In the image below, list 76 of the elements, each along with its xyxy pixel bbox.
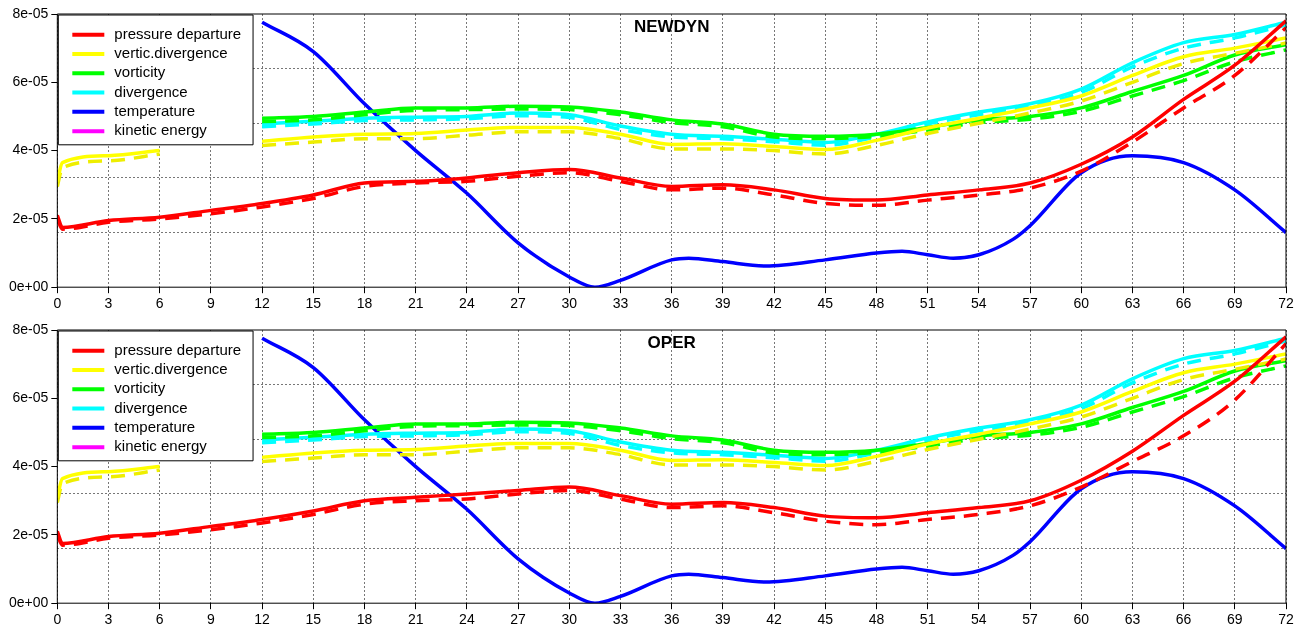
y-tick-label: 6e-05 — [12, 389, 49, 406]
x-tick-label: 24 — [459, 295, 475, 312]
x-tick-label: 45 — [817, 295, 834, 312]
x-tick-label: 12 — [254, 295, 271, 312]
x-tick-label: 15 — [305, 295, 322, 312]
legend-label: vorticity — [114, 63, 166, 81]
x-tick-label: 39 — [715, 295, 731, 312]
x-tick-label: 72 — [1278, 295, 1294, 312]
x-tick-label: 18 — [356, 611, 373, 628]
line-series — [260, 336, 1286, 604]
x-tick-label: 60 — [1073, 611, 1090, 628]
x-tick-label: 9 — [207, 611, 216, 628]
x-tick-label: 48 — [868, 611, 885, 628]
chart-title: NEWDYN — [633, 17, 710, 37]
x-tick-label: 15 — [305, 611, 322, 628]
x-tick-label: 57 — [1022, 611, 1039, 628]
y-tick-label: 0e+00 — [8, 594, 49, 611]
x-tick-label: 3 — [104, 611, 113, 628]
legend-label: temperature — [114, 417, 196, 435]
x-tick-label: 33 — [612, 611, 629, 628]
y-tick-label: 8e-05 — [12, 4, 49, 21]
x-tick-label: 66 — [1175, 611, 1192, 628]
y-tick-label: 4e-05 — [12, 141, 49, 158]
x-tick-label: 3 — [104, 295, 113, 312]
line-series — [260, 20, 1286, 288]
legend-label: divergence — [114, 398, 188, 416]
y-tick-label: 2e-05 — [12, 209, 49, 226]
x-tick-label: 54 — [971, 295, 987, 312]
y-tick-label: 0e+00 — [8, 278, 49, 295]
x-tick-label: 27 — [510, 295, 527, 312]
legend-label: pressure departure — [114, 340, 242, 358]
x-tick-label: 69 — [1227, 611, 1243, 628]
x-tick-label: 51 — [919, 295, 936, 312]
chart-title: OPER — [647, 333, 696, 353]
x-tick-label: 6 — [155, 295, 164, 312]
y-tick-label: 2e-05 — [12, 525, 49, 542]
x-tick-label: 30 — [561, 611, 578, 628]
x-tick-label: 57 — [1022, 295, 1039, 312]
x-tick-label: 30 — [561, 295, 578, 312]
x-tick-label: 42 — [766, 295, 783, 312]
x-tick-label: 54 — [971, 611, 987, 628]
x-tick-label: 6 — [155, 611, 164, 628]
legend-label: vorticity — [114, 379, 166, 397]
y-tick-label: 6e-05 — [12, 73, 49, 90]
x-tick-label: 63 — [1124, 611, 1141, 628]
x-tick-label: 63 — [1124, 295, 1141, 312]
x-tick-label: 36 — [663, 295, 680, 312]
x-tick-label: 21 — [407, 295, 424, 312]
x-tick-label: 24 — [459, 611, 475, 628]
legend-label: pressure departure — [114, 24, 242, 42]
x-tick-label: 51 — [919, 611, 936, 628]
legend-label: kinetic energy — [114, 121, 208, 139]
x-tick-label: 66 — [1175, 295, 1192, 312]
legend-label: kinetic energy — [114, 437, 208, 455]
x-tick-label: 0 — [53, 611, 62, 628]
x-tick-label: 27 — [510, 611, 527, 628]
x-tick-label: 33 — [612, 295, 629, 312]
legend-label: divergence — [114, 82, 188, 100]
legend-label: vertic.divergence — [114, 360, 228, 378]
x-tick-label: 69 — [1227, 295, 1243, 312]
x-tick-label: 45 — [817, 611, 834, 628]
x-tick-label: 0 — [53, 295, 62, 312]
x-tick-label: 48 — [868, 295, 885, 312]
x-tick-label: 60 — [1073, 295, 1090, 312]
legend-label: temperature — [114, 101, 196, 119]
x-tick-label: 39 — [715, 611, 731, 628]
x-tick-label: 9 — [207, 295, 216, 312]
legend-label: vertic.divergence — [114, 44, 228, 62]
x-tick-label: 42 — [766, 611, 783, 628]
x-tick-label: 72 — [1278, 611, 1294, 628]
x-tick-label: 12 — [254, 611, 271, 628]
x-tick-label: 36 — [663, 611, 680, 628]
x-tick-label: 18 — [356, 295, 373, 312]
y-tick-label: 4e-05 — [12, 457, 49, 474]
y-tick-label: 8e-05 — [12, 320, 49, 337]
x-tick-label: 21 — [407, 611, 424, 628]
